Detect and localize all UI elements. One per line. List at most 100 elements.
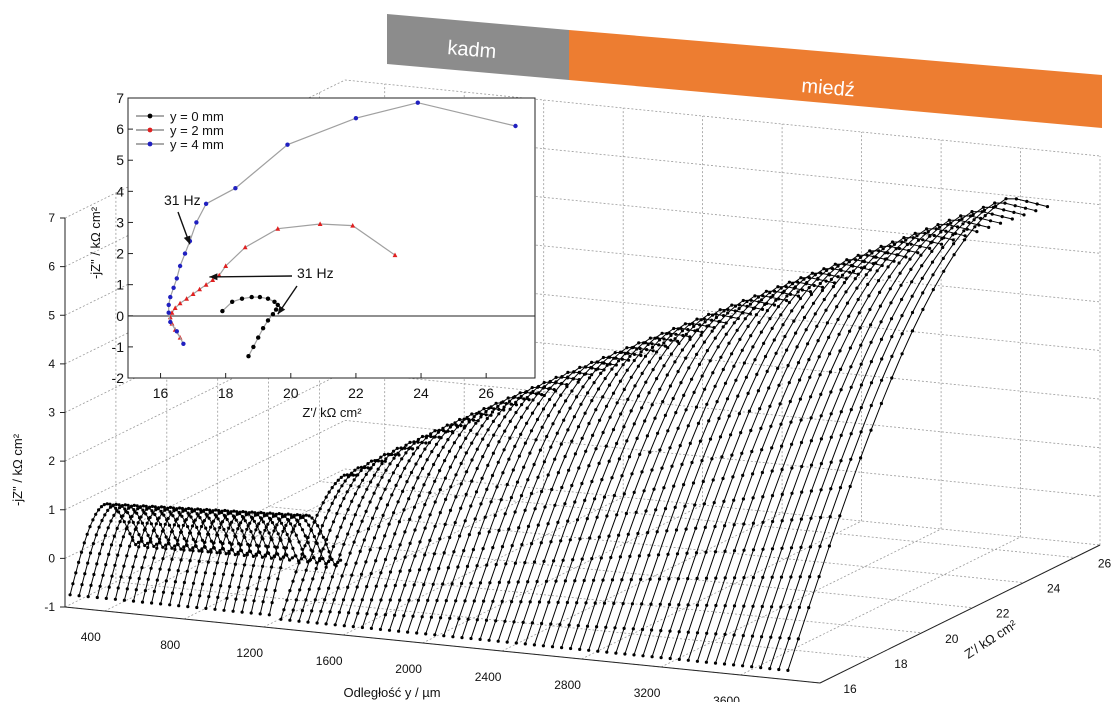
surface-point — [148, 515, 152, 520]
surface-point — [542, 460, 547, 464]
surface-point — [939, 242, 944, 246]
surface-point — [1004, 197, 1008, 201]
surface-point — [693, 503, 697, 507]
inset-point — [174, 276, 179, 281]
surface-point — [135, 504, 139, 508]
surface-point — [351, 598, 355, 602]
surface-point — [161, 590, 166, 594]
surface-curve — [541, 317, 728, 648]
inset-y-tick-label: 1 — [116, 277, 124, 293]
surface-point — [309, 528, 313, 532]
surface-point — [578, 647, 582, 652]
surface-curve — [360, 417, 480, 630]
surface-point — [470, 458, 474, 462]
surface-point — [342, 516, 346, 520]
surface-point — [137, 576, 141, 581]
surface-point — [587, 421, 591, 426]
surface-point — [400, 447, 404, 451]
surface-point — [437, 566, 441, 571]
surface-point — [418, 540, 422, 544]
surface-point — [842, 281, 847, 285]
surface-point — [259, 510, 263, 515]
surface-point — [725, 397, 730, 401]
inset-y-tick-label: -1 — [112, 339, 125, 355]
surface-point — [205, 514, 209, 518]
surface-point — [950, 226, 954, 230]
inset-annotation: 31 Hz — [209, 265, 334, 281]
surface-point — [260, 517, 264, 521]
surface-point — [369, 626, 373, 631]
surface-point — [128, 576, 132, 580]
surface-point — [1023, 206, 1028, 210]
surface-point — [713, 550, 718, 554]
surface-point — [306, 535, 310, 540]
surface-point — [137, 533, 141, 537]
surface-point — [346, 585, 350, 590]
surface-point — [600, 361, 604, 365]
surface-point — [387, 628, 392, 632]
surface-point — [617, 359, 621, 363]
surface-point — [523, 508, 527, 512]
surface-point — [140, 566, 144, 570]
surface-curve-line — [742, 219, 989, 666]
surface-point — [566, 519, 570, 523]
surface-point — [802, 277, 806, 281]
surface-point — [560, 485, 564, 490]
surface-point — [234, 518, 238, 522]
surface-point — [734, 378, 738, 382]
surface-point — [278, 518, 282, 522]
surface-point — [395, 446, 399, 450]
surface-curve — [240, 511, 315, 614]
surface-point — [611, 391, 616, 395]
surface-point — [849, 432, 853, 436]
surface-point — [594, 447, 598, 451]
surface-curve — [741, 218, 991, 668]
surface-curve — [77, 502, 152, 598]
grid-line-x — [263, 100, 545, 628]
surface-point — [757, 320, 761, 325]
surface-point — [162, 505, 166, 509]
surface-point — [324, 622, 328, 626]
surface-point — [704, 550, 708, 554]
surface-point — [650, 403, 654, 407]
surface-point — [264, 544, 268, 548]
surface-point — [240, 574, 244, 578]
surface-point — [839, 459, 843, 463]
surface-point — [284, 546, 288, 550]
surface-point — [321, 557, 325, 561]
surface-curve — [641, 267, 860, 658]
surface-point — [582, 578, 586, 583]
surface-point — [360, 625, 364, 630]
surface-point — [426, 598, 430, 603]
inset-legend-marker — [147, 127, 153, 133]
surface-point — [233, 562, 237, 566]
surface-point — [732, 364, 736, 368]
x-tick-label: 1600 — [316, 654, 343, 668]
surface-point — [500, 599, 504, 604]
surface-point — [952, 242, 956, 246]
surface-point — [526, 580, 530, 584]
surface-point — [187, 513, 191, 517]
surface-point — [732, 321, 736, 325]
surface-point — [359, 468, 363, 473]
surface-point — [637, 554, 642, 558]
surface-point — [251, 564, 256, 568]
surface-point — [307, 587, 311, 591]
surface-point — [584, 601, 588, 605]
z-tick-label: 4 — [48, 357, 55, 371]
surface-point — [816, 276, 820, 280]
surface-point — [848, 484, 852, 489]
surface-point — [869, 340, 873, 344]
surface-point — [673, 337, 677, 341]
surface-point — [551, 422, 555, 426]
surface-point — [536, 384, 541, 389]
surface-point — [568, 406, 572, 410]
surface-point — [632, 422, 636, 426]
surface-point — [432, 462, 436, 467]
surface-point — [330, 501, 334, 505]
surface-point — [684, 527, 688, 531]
surface-point — [179, 547, 183, 551]
surface-point — [745, 299, 749, 304]
surface-point — [516, 580, 520, 584]
surface-point — [443, 459, 447, 463]
